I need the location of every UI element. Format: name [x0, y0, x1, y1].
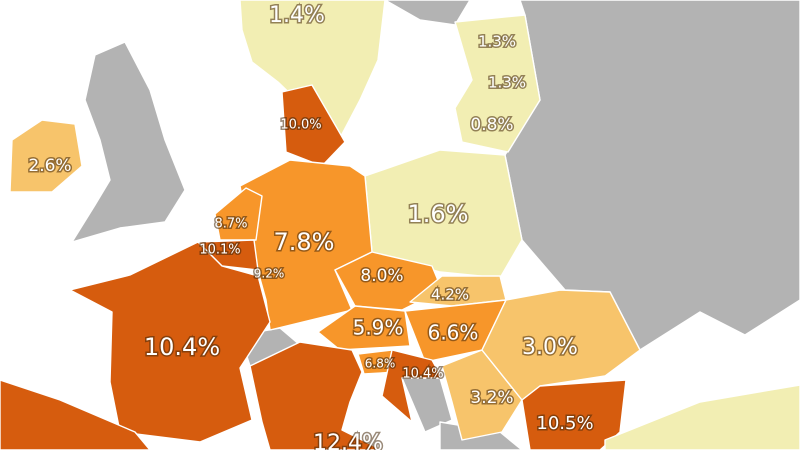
label-ireland: 2.6%: [28, 156, 71, 176]
country-spain: [0, 379, 151, 450]
label-estonia: 1.3%: [478, 33, 516, 51]
label-poland: 1.6%: [408, 200, 469, 228]
country-netherlands: [214, 187, 263, 241]
label-italy: 12.4%: [313, 431, 383, 450]
label-czechia: 8.0%: [360, 266, 403, 286]
country-france: [69, 241, 271, 443]
label-croatia: 10.4%: [402, 367, 443, 382]
country-croatia: [381, 349, 443, 423]
label-serbia: 3.2%: [470, 388, 513, 408]
country-italy: [249, 341, 383, 450]
country-slovakia: [409, 275, 507, 307]
label-slovenia: 6.8%: [365, 357, 396, 371]
label-luxembourg: 9.2%: [254, 267, 285, 281]
label-lithuania: 0.8%: [470, 115, 513, 135]
country-united-kingdom: [71, 41, 186, 243]
label-france: 10.4%: [144, 333, 220, 361]
label-romania: 3.0%: [522, 335, 578, 360]
country-turkey: [604, 384, 800, 450]
label-bulgaria: 10.5%: [536, 413, 593, 434]
label-slovakia: 4.2%: [431, 286, 469, 304]
label-denmark: 10.0%: [280, 118, 321, 133]
country-ireland: [9, 119, 83, 193]
label-belgium: 10.1%: [199, 243, 240, 258]
country-denmark: [281, 84, 346, 167]
country-baltics: [454, 14, 541, 153]
label-scandinavia: 1.4%: [269, 3, 325, 28]
label-hungary: 6.6%: [428, 321, 479, 345]
label-latvia: 1.3%: [488, 74, 526, 92]
label-germany: 7.8%: [274, 228, 335, 256]
label-netherlands: 8.7%: [214, 217, 247, 232]
country-bulgaria: [521, 379, 627, 450]
country-finland-area: [384, 0, 471, 26]
label-austria: 5.9%: [353, 316, 404, 340]
